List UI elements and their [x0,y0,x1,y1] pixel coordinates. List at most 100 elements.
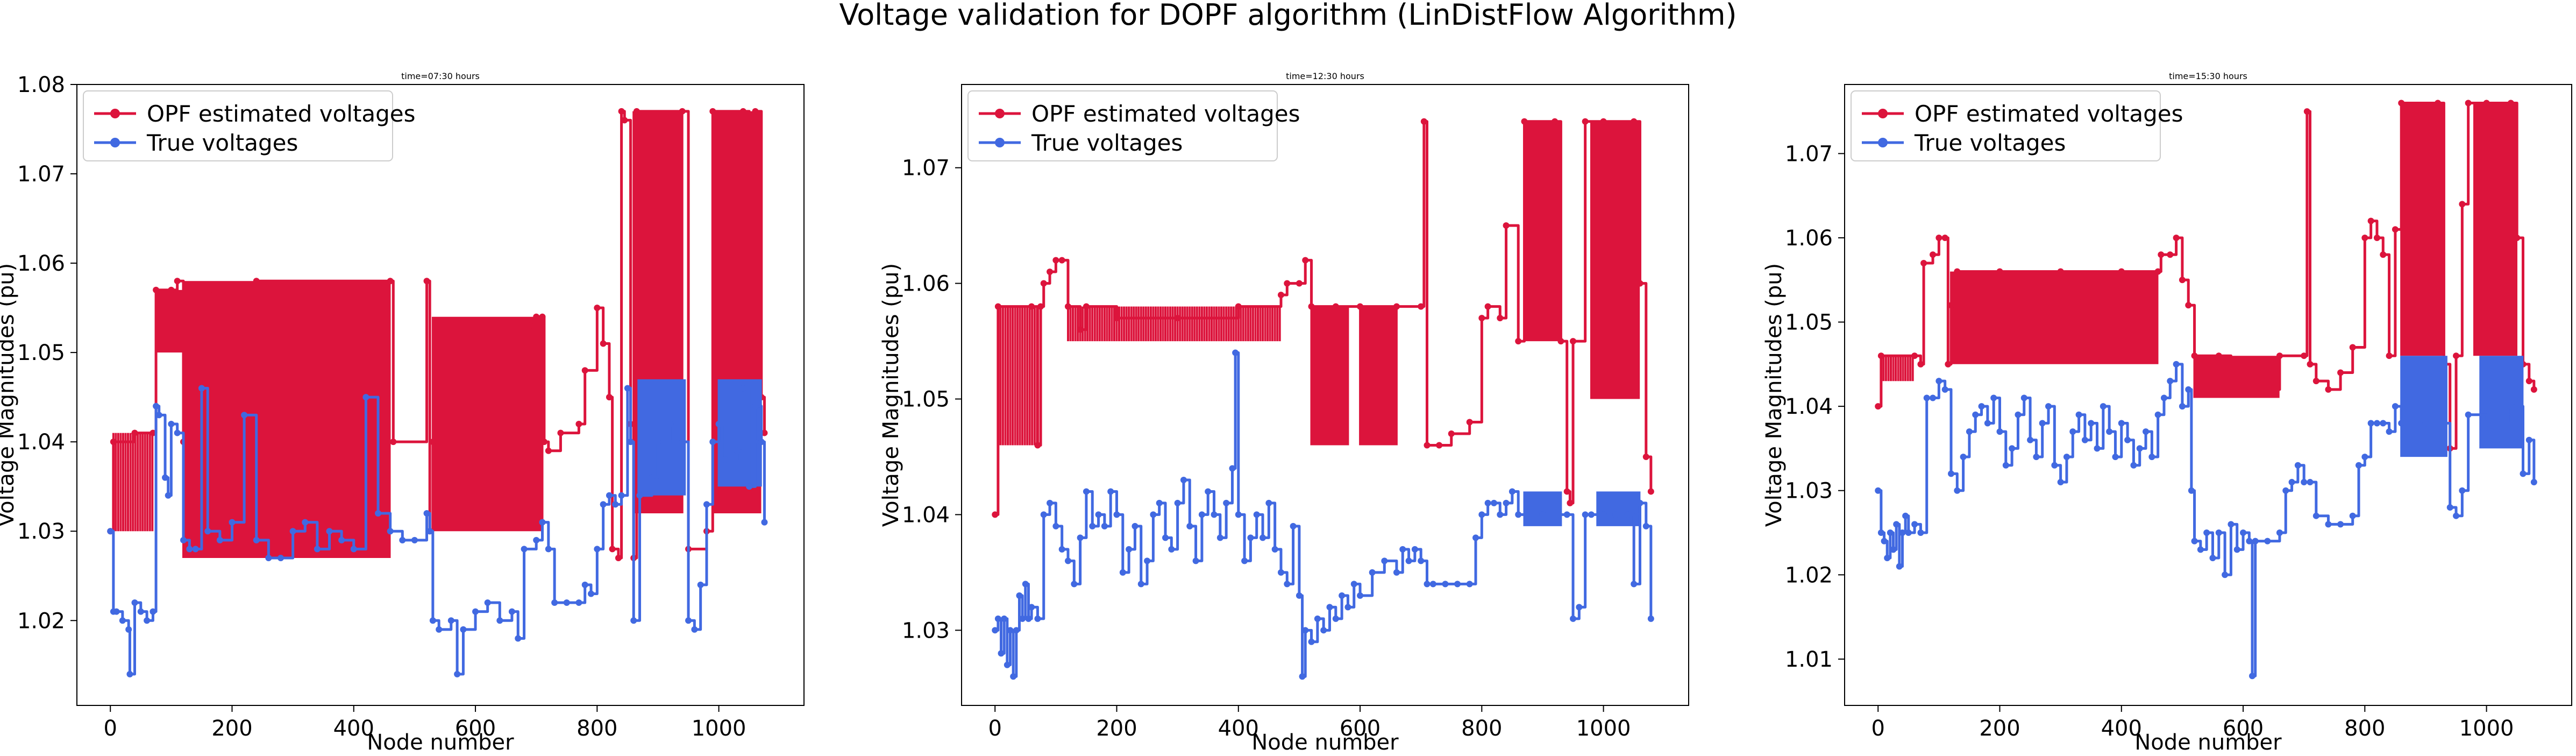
data-point [2027,436,2034,443]
data-point [2100,403,2107,410]
data-point [484,429,491,436]
data-point [1028,604,1035,611]
legend-swatch-marker [1878,109,1888,118]
data-point [2483,100,2490,107]
data-point [615,555,622,562]
y-tick-label: 1.07 [1785,142,1833,166]
data-point [2386,428,2393,435]
legend-swatch-marker [110,138,120,147]
data-point [1896,563,1903,570]
data-point [2294,462,2301,469]
data-point [1418,303,1425,310]
data-point [1917,529,1924,536]
series-band [637,379,686,496]
data-point [2081,436,2088,443]
data-point [1019,615,1026,622]
data-point [2349,344,2356,351]
data-point [2039,420,2046,427]
series-band [1067,306,1281,342]
data-point [2185,386,2192,393]
x-tick-label: 0 [103,716,117,741]
data-point [1205,488,1212,495]
data-point [1156,499,1163,506]
data-point [521,546,528,553]
data-point [1016,592,1023,599]
data-point [2185,302,2192,309]
data-point [110,439,117,446]
data-point [1077,326,1084,333]
data-point [1326,604,1333,611]
legend-label: OPF estimated voltages [1915,101,2183,127]
series-band [997,306,1038,446]
data-point [2530,386,2537,393]
data-point [1058,546,1065,553]
data-point [2188,487,2195,494]
data-point [1497,315,1504,322]
data-point [2020,394,2027,401]
data-point [2249,673,2256,680]
data-point [165,492,172,499]
data-point [241,412,248,419]
data-point [1253,511,1260,518]
data-point [429,439,436,446]
data-point [994,615,1001,622]
data-point [2130,462,2137,469]
data-point [426,528,433,535]
data-point [1144,557,1151,564]
data-point [2312,512,2319,519]
data-point [429,617,436,624]
data-point [1941,234,1948,241]
chart-2: 0 200 400 600 800 1000 1.03 1.04 1.05 1.06 1.07 tim… [879,71,1689,755]
data-point [633,108,640,115]
data-point [1954,268,1961,275]
data-point [2264,538,2271,545]
data-point [2386,352,2393,359]
x-tick-label: 600 [455,716,496,741]
x-tick-label: 800 [1461,716,1502,741]
data-point [174,429,181,436]
x-tick-label: 800 [2344,716,2385,741]
data-point [1010,673,1017,680]
data-point [2440,420,2447,427]
data-point [2459,201,2466,208]
x-axis-label: Node number [1251,730,1399,755]
data-point [1503,499,1510,506]
data-point [436,626,443,633]
data-point [2075,411,2082,418]
data-point [1083,488,1090,495]
data-point [1302,257,1309,264]
y-axis-label: Voltage Magnitudes (pu) [1762,263,1787,527]
data-point [1612,511,1619,518]
data-point [685,617,692,624]
data-point [1875,403,1882,410]
data-point [1168,546,1175,553]
series-band [155,289,184,353]
x-tick-label: 0 [1871,716,1884,741]
data-point [2191,352,2198,359]
legend-swatch-marker [1878,138,1888,147]
data-point [350,546,357,553]
data-point [253,278,260,285]
data-point [1930,394,1937,401]
data-point [1920,259,1927,266]
data-point [326,528,333,535]
data-point [2173,361,2180,368]
legend-label: True voltages [1031,130,1183,156]
data-point [2392,226,2399,233]
y-tick-label: 1.04 [902,503,950,527]
data-point [551,599,558,606]
x-tick-label: 200 [1979,716,2020,741]
data-point [594,305,601,312]
data-point [533,536,540,543]
data-point [1284,280,1291,287]
series-band [1310,306,1349,446]
x-tick-label: 0 [988,716,1001,741]
data-point [1150,511,1157,518]
data-point [2246,538,2253,545]
legend-box [967,90,1278,161]
data-point [563,599,570,606]
data-point [1229,465,1236,472]
y-tick-label: 1.01 [1785,647,1833,672]
data-point [1332,303,1339,310]
data-point [1996,428,2003,435]
